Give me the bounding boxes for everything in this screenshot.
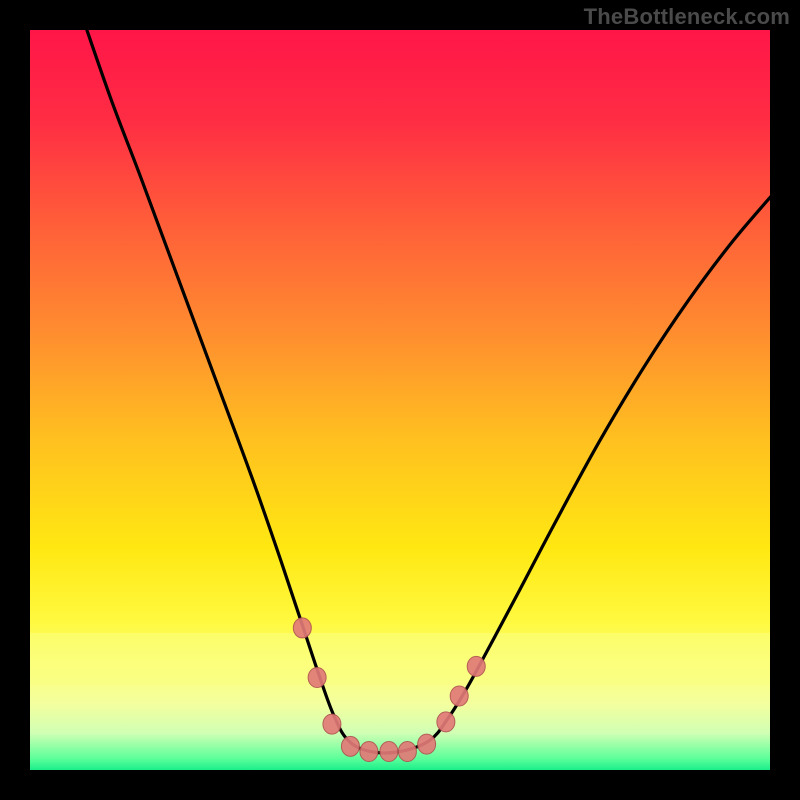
curve-marker (308, 668, 326, 688)
curve-marker (323, 714, 341, 734)
plot-area (30, 30, 770, 770)
curve-marker (293, 618, 311, 638)
v-curve (82, 30, 770, 753)
marker-group (293, 618, 485, 762)
curve-marker (398, 742, 416, 762)
curve-marker (467, 656, 485, 676)
chart-frame: TheBottleneck.com (0, 0, 800, 800)
curve-marker (360, 742, 378, 762)
curve-marker (380, 742, 398, 762)
curve-marker (418, 734, 436, 754)
watermark-text: TheBottleneck.com (584, 4, 790, 30)
curve-marker (341, 736, 359, 756)
curve-marker (450, 686, 468, 706)
curve-marker (437, 712, 455, 732)
curve-layer (30, 30, 770, 770)
